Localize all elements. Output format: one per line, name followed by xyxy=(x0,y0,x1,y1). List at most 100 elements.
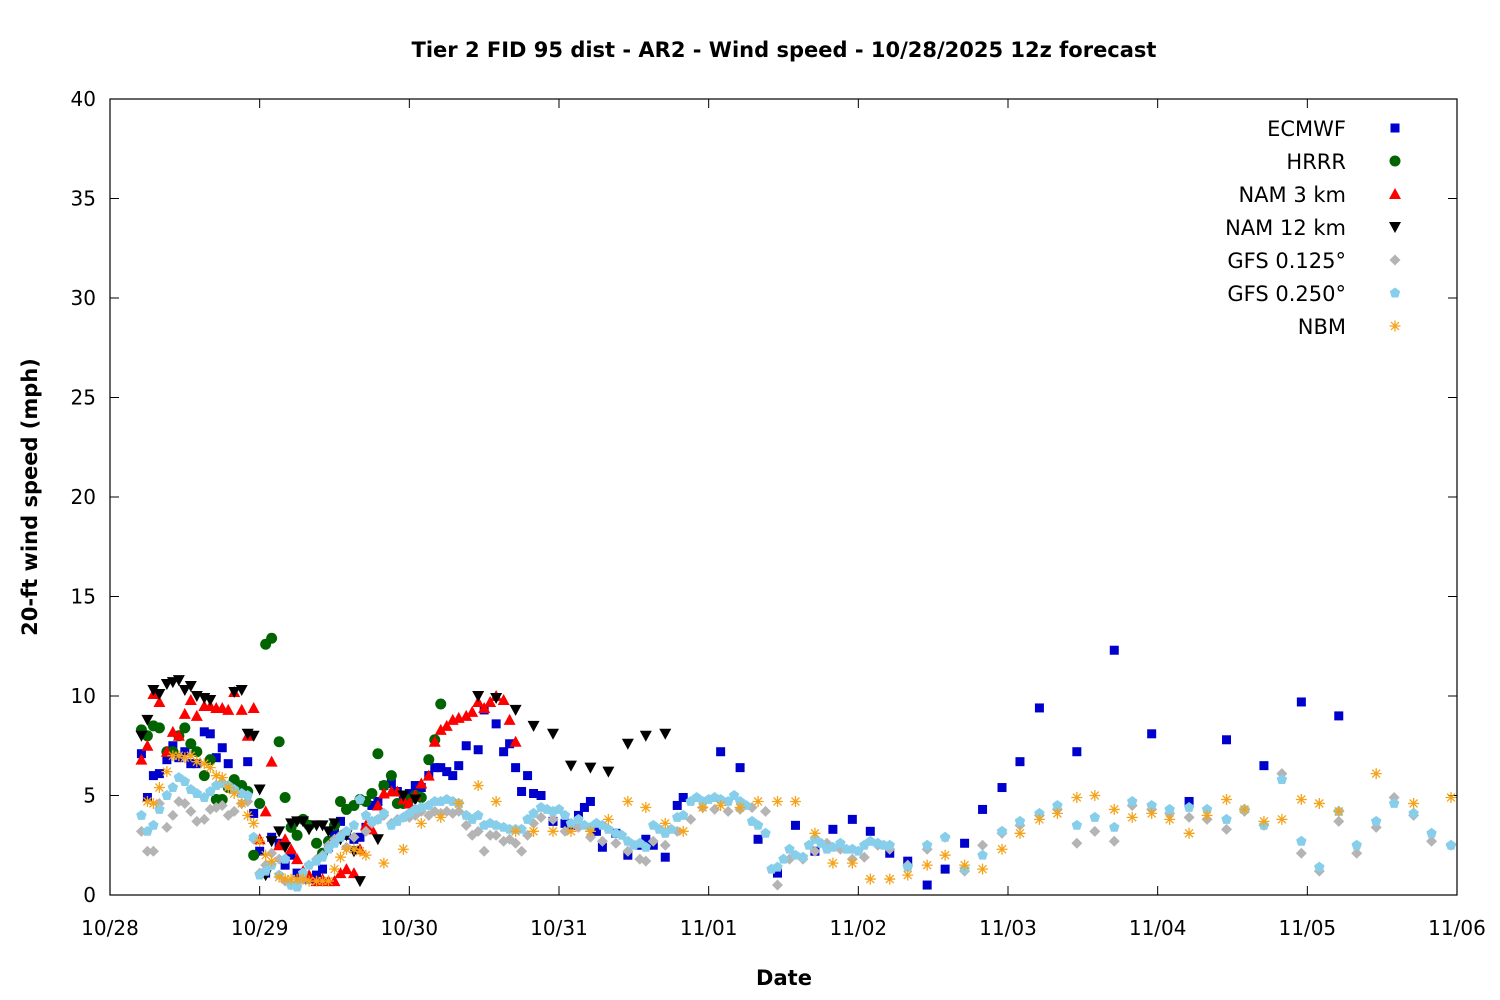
data-point xyxy=(210,770,222,782)
data-point xyxy=(647,835,659,847)
data-point xyxy=(279,842,292,854)
data-point xyxy=(371,834,384,846)
x-tick-label: 10/28 xyxy=(81,916,139,940)
data-point xyxy=(1258,815,1270,827)
data-point xyxy=(247,701,260,713)
data-point xyxy=(715,799,727,811)
data-point xyxy=(265,755,278,767)
data-point xyxy=(1033,813,1045,825)
chart-title: Tier 2 FID 95 dist - AR2 - Wind speed - … xyxy=(412,38,1157,62)
data-point xyxy=(354,845,366,857)
data-point xyxy=(317,875,329,887)
data-point xyxy=(198,758,210,770)
data-point xyxy=(460,709,473,721)
data-point xyxy=(285,873,297,885)
data-point xyxy=(1201,809,1213,821)
legend-label: GFS 0.125° xyxy=(1227,249,1346,273)
data-point xyxy=(677,809,689,820)
data-point xyxy=(760,805,772,817)
data-point xyxy=(303,859,315,870)
data-point xyxy=(959,859,971,871)
data-point xyxy=(1296,835,1307,846)
data-point xyxy=(285,843,298,855)
data-point xyxy=(616,829,628,840)
data-point xyxy=(1445,839,1457,850)
data-point xyxy=(797,851,809,862)
data-point xyxy=(228,788,240,800)
data-point xyxy=(153,689,166,701)
data-point xyxy=(1089,811,1101,822)
data-point xyxy=(255,846,265,856)
data-point xyxy=(773,868,783,878)
data-point xyxy=(172,675,185,687)
data-point xyxy=(641,834,651,844)
data-point xyxy=(147,797,159,809)
data-point xyxy=(279,853,291,864)
data-point xyxy=(322,826,335,838)
data-point xyxy=(478,845,490,857)
data-point xyxy=(204,694,217,706)
data-point xyxy=(939,831,951,842)
data-point xyxy=(235,685,248,697)
data-point xyxy=(178,685,191,697)
legend-label: HRRR xyxy=(1286,150,1346,174)
data-point xyxy=(1164,813,1176,825)
data-point xyxy=(921,839,933,850)
data-point xyxy=(1184,796,1194,806)
data-point xyxy=(529,789,539,799)
data-point xyxy=(1183,811,1195,823)
data-point xyxy=(279,833,292,845)
data-point xyxy=(422,769,435,781)
data-point xyxy=(1108,803,1120,815)
data-point xyxy=(490,692,503,704)
data-point xyxy=(415,777,428,789)
data-point xyxy=(435,698,447,710)
data-point xyxy=(1295,847,1307,859)
data-point xyxy=(166,725,179,737)
data-point xyxy=(217,743,227,753)
data-point xyxy=(180,747,190,757)
data-point xyxy=(198,770,210,782)
data-point xyxy=(677,825,689,837)
data-point xyxy=(1071,837,1083,849)
data-point xyxy=(161,790,173,800)
data-point xyxy=(865,835,876,846)
legend-marker xyxy=(1389,287,1401,298)
data-point xyxy=(334,851,346,863)
data-point xyxy=(147,845,159,857)
data-point xyxy=(505,739,515,749)
data-point xyxy=(216,799,228,811)
data-point xyxy=(1051,807,1063,819)
data-point xyxy=(303,875,315,887)
data-point xyxy=(191,788,203,798)
data-point xyxy=(153,695,166,707)
data-point xyxy=(248,817,260,829)
data-point xyxy=(154,769,164,779)
data-point xyxy=(317,851,328,862)
data-point xyxy=(428,735,441,747)
data-point xyxy=(1334,711,1344,721)
data-point xyxy=(715,793,726,804)
data-point xyxy=(509,704,522,716)
data-point xyxy=(184,693,197,705)
data-point xyxy=(454,761,464,771)
data-point xyxy=(1259,761,1269,771)
data-point xyxy=(584,762,597,774)
data-point xyxy=(977,849,988,860)
data-point xyxy=(291,881,303,892)
data-point xyxy=(222,782,234,794)
data-point xyxy=(1445,791,1457,803)
data-point xyxy=(409,794,422,806)
data-point xyxy=(1071,791,1083,803)
data-point xyxy=(216,772,228,784)
data-point xyxy=(335,816,345,826)
data-point xyxy=(1408,797,1420,809)
data-point xyxy=(596,835,608,847)
data-point xyxy=(341,825,352,836)
data-point xyxy=(716,747,726,757)
data-point xyxy=(864,873,876,885)
data-point xyxy=(709,803,721,815)
data-point xyxy=(199,727,209,737)
data-point xyxy=(509,735,522,747)
data-point xyxy=(1034,703,1044,713)
